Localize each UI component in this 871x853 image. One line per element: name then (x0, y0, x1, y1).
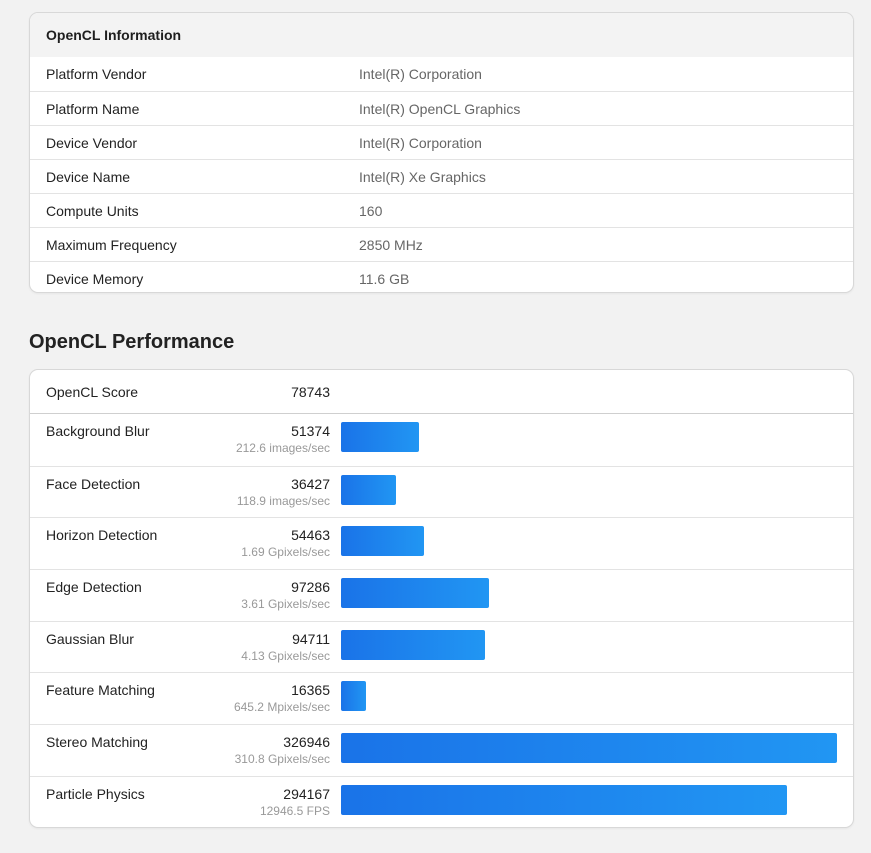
info-value: 160 (359, 202, 383, 219)
info-table: Platform Vendor Intel(R) Corporation Pla… (30, 57, 853, 292)
info-label: Platform Name (46, 100, 140, 117)
benchmark-bar (341, 733, 837, 764)
benchmark-score: 54463 (291, 527, 330, 544)
benchmark-name: Face Detection (46, 475, 141, 492)
score-row: OpenCL Score 78743 (30, 370, 853, 414)
benchmark-score: 36427 (291, 475, 330, 492)
benchmark-score: 94711 (292, 630, 330, 647)
benchmark-bar (341, 474, 396, 505)
opencl-information-card: OpenCL Information Platform Vendor Intel… (29, 12, 854, 293)
benchmark-bar (341, 629, 485, 660)
info-value: Intel(R) Xe Graphics (359, 168, 486, 185)
info-value: 11.6 GB (359, 270, 410, 287)
benchmark-bar (341, 578, 489, 609)
info-value: Intel(R) Corporation (359, 134, 482, 151)
benchmark-throughput: 12946.5 FPS (259, 803, 330, 818)
info-label: Device Name (46, 168, 131, 185)
info-row: Maximum Frequency 2850 MHz (30, 227, 853, 261)
info-row: Device Name Intel(R) Xe Graphics (30, 159, 853, 193)
info-value: Intel(R) OpenCL Graphics (359, 100, 521, 117)
info-label: Device Vendor (46, 134, 138, 151)
benchmark-row: Gaussian Blur 94711 4.13 Gpixels/sec (30, 620, 853, 673)
score-label: OpenCL Score (46, 383, 139, 400)
benchmark-row: Stereo Matching 326946 310.8 Gpixels/sec (30, 724, 853, 776)
benchmark-score: 97286 (291, 579, 330, 596)
benchmark-throughput: 645.2 Mpixels/sec (233, 700, 330, 715)
benchmark-name: Horizon Detection (46, 527, 158, 544)
benchmark-row: Face Detection 36427 118.9 images/sec (30, 465, 853, 518)
info-row: Device Memory 11.6 GB (30, 261, 853, 292)
benchmark-bar (341, 526, 424, 557)
info-label: Maximum Frequency (46, 236, 177, 253)
benchmark-bar (341, 784, 787, 815)
benchmark-name: Feature Matching (46, 682, 155, 699)
benchmark-name: Gaussian Blur (46, 630, 134, 647)
benchmark-row: Particle Physics 294167 12946.5 FPS (30, 775, 853, 827)
opencl-performance-card: OpenCL Score 78743 Background Blur 51374 2… (29, 369, 854, 828)
benchmark-name: Particle Physics (46, 785, 145, 802)
info-row: Device Vendor Intel(R) Corporation (30, 125, 853, 159)
score-value: 78743 (291, 383, 330, 400)
benchmark-throughput: 212.6 images/sec (235, 441, 330, 455)
section-title: OpenCL Performance (29, 331, 235, 353)
benchmark-throughput: 1.69 Gpixels/sec (241, 545, 330, 560)
benchmark-name: Stereo Matching (46, 734, 148, 751)
benchmark-score: 294167 (283, 785, 330, 802)
info-label: Platform Vendor (46, 66, 147, 82)
info-row: Platform Name Intel(R) OpenCL Graphics (30, 91, 853, 125)
benchmark-row: Background Blur 51374 212.6 images/sec (30, 414, 853, 466)
benchmark-bar (341, 422, 419, 452)
info-row: Platform Vendor Intel(R) Corporation (30, 57, 853, 91)
benchmark-score: 16365 (291, 682, 330, 699)
benchmark-throughput: 4.13 Gpixels/sec (241, 648, 330, 663)
benchmark-throughput: 3.61 Gpixels/sec (241, 597, 330, 612)
benchmark-row: Feature Matching 16365 645.2 Mpixels/sec (30, 672, 853, 724)
info-value: Intel(R) Corporation (359, 66, 482, 82)
info-value: 2850 MHz (359, 236, 423, 253)
info-label: Compute Units (46, 202, 139, 219)
info-label: Device Memory (46, 270, 144, 287)
benchmark-bar (341, 681, 366, 712)
benchmark-score: 326946 (283, 734, 330, 751)
benchmark-throughput: 118.9 images/sec (236, 493, 330, 508)
benchmark-score: 51374 (291, 423, 330, 439)
info-row: Compute Units 160 (30, 193, 853, 227)
benchmark-list: Background Blur 51374 212.6 images/sec Face… (30, 414, 853, 827)
benchmark-name: Background Blur (46, 423, 150, 439)
benchmark-row: Horizon Detection 54463 1.69 Gpixels/sec (30, 517, 853, 569)
card-title: OpenCL Information (30, 13, 853, 57)
benchmark-name: Edge Detection (46, 579, 142, 596)
benchmark-throughput: 310.8 Gpixels/sec (234, 752, 330, 767)
benchmark-row: Edge Detection 97286 3.61 Gpixels/sec (30, 569, 853, 621)
